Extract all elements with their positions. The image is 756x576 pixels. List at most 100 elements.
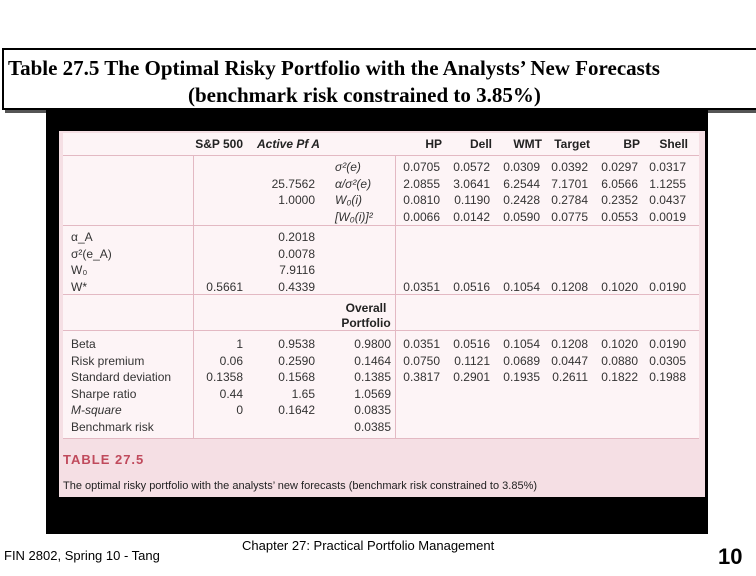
cell-value: 2.0855 [403,176,440,191]
row-label: W₀(i) [335,193,363,207]
cell-value: 0.0190 [649,279,686,294]
row-label: σ²(e) [335,160,361,174]
cell-value: 6.2544 [503,176,540,191]
cell-active: 0.4339 [278,279,315,294]
header-sp500: S&P 500 [195,137,243,151]
row-label: [W₀(i)]² [335,209,373,224]
cell-value: 1.1255 [649,176,686,191]
cell-value: 0.0880 [601,353,638,368]
cell-active: 0.9538 [278,337,315,351]
cell-value: 0.0689 [503,353,540,368]
cell-value: 0.3817 [403,370,440,384]
header-overall: Overall [345,301,387,315]
footer-course: FIN 2802, Spring 10 - Tang [4,548,160,563]
cell-active: 25.7562 [271,176,315,191]
cell-overall: 0.1464 [354,353,391,368]
cell-value: 0.0572 [453,160,490,174]
table-column-rule [193,155,194,438]
header-dell: Dell [469,137,492,151]
table-rule [63,294,699,295]
row-label: Benchmark risk [71,419,154,434]
slide-title-line-2: (benchmark risk constrained to 3.85%) [188,83,541,107]
header-bp: BP [623,137,640,151]
cell-value: 0.0305 [649,353,686,368]
cell-value: 0.0516 [453,337,490,351]
cell-sp500: 0 [236,403,243,417]
portfolio-table: S&P 500 Active Pf A HP Dell WMT Target B… [63,133,699,439]
cell-value: 0.0447 [551,353,588,368]
cell-sp500: 0.44 [219,386,243,401]
row-label: W₀ [71,263,88,277]
footer-chapter: Chapter 27: Practical Portfolio Manageme… [242,538,495,553]
cell-value: 0.1054 [503,337,540,351]
header-portfolio: Portfolio [341,316,391,330]
cell-value: 0.1190 [454,193,490,207]
table-caption-text: The optimal risky portfolio with the ana… [63,480,538,492]
cell-value: 0.0190 [649,337,686,351]
slide-title-line-1: Table 27.5 The Optimal Risky Portfolio w… [8,56,660,80]
cell-value: 0.0309 [503,160,540,174]
row-label: α/σ²(e) [335,176,372,191]
cell-value: 0.1054 [503,279,540,294]
cell-sp500: 0.5661 [206,279,243,294]
row-label: Beta [71,337,96,351]
cell-active: 0.1568 [278,370,315,384]
cell-value: 0.0142 [453,209,490,224]
cell-value: 0.1121 [454,353,490,368]
row-label: Risk premium [71,353,145,368]
header-wmt: WMT [513,137,542,151]
cell-overall: 0.1385 [354,370,391,384]
cell-value: 6.0566 [601,176,638,191]
cell-value: 0.1020 [601,337,638,351]
cell-overall: 0.0385 [354,419,391,434]
cell-value: 0.0810 [403,193,440,207]
row-label: σ²(e_A) [71,246,112,261]
cell-value: 0.0392 [551,160,588,174]
table-rule [63,225,699,226]
cell-value: 0.2428 [503,193,540,207]
cell-overall: 0.0835 [354,403,391,417]
table-rule [63,155,699,156]
cell-sp500: 0.1358 [206,370,243,384]
cell-value: 0.1988 [649,370,686,384]
cell-value: 0.0351 [403,337,440,351]
table-column-rule [395,155,396,438]
cell-value: 0.2611 [552,370,588,384]
row-label: α_A [71,230,93,244]
cell-value: 0.0066 [403,209,440,224]
cell-active: 0.0078 [278,246,315,261]
cell-value: 0.2352 [601,193,638,207]
cell-value: 0.0775 [551,209,588,224]
cell-overall: 0.9800 [354,337,391,351]
cell-value: 7.1701 [551,176,588,191]
table-rule [63,438,699,439]
cell-active: 7.9116 [279,263,315,277]
cell-value: 0.0019 [649,209,686,224]
cell-value: 0.1208 [551,279,588,294]
cell-value: 0.0750 [403,353,440,368]
cell-value: 0.0705 [403,160,440,174]
cell-active: 0.2018 [278,230,315,244]
table-rule [63,330,699,331]
cell-value: 0.1935 [503,370,540,384]
cell-active: 1.0000 [278,193,315,207]
header-shell: Shell [659,137,688,151]
cell-value: 0.0351 [403,279,440,294]
cell-value: 0.0317 [649,160,686,174]
cell-sp500: 0.06 [219,353,243,368]
table-caption-title: TABLE 27.5 [63,452,145,467]
cell-active: 0.2590 [278,353,315,368]
cell-value: 0.0553 [601,209,638,224]
cell-value: 0.0590 [503,209,540,224]
cell-value: 0.0516 [453,279,490,294]
cell-active: 1.65 [291,386,315,401]
cell-sp500: 1 [236,337,243,351]
row-label: Standard deviation [71,370,172,384]
header-target: Target [554,137,590,151]
page-number: 10 [718,544,743,569]
cell-value: 0.1208 [551,337,588,351]
cell-value: 0.2784 [551,193,588,207]
cell-overall: 1.0569 [354,386,391,401]
cell-value: 3.0641 [453,176,490,191]
cell-value: 0.1822 [601,370,638,384]
